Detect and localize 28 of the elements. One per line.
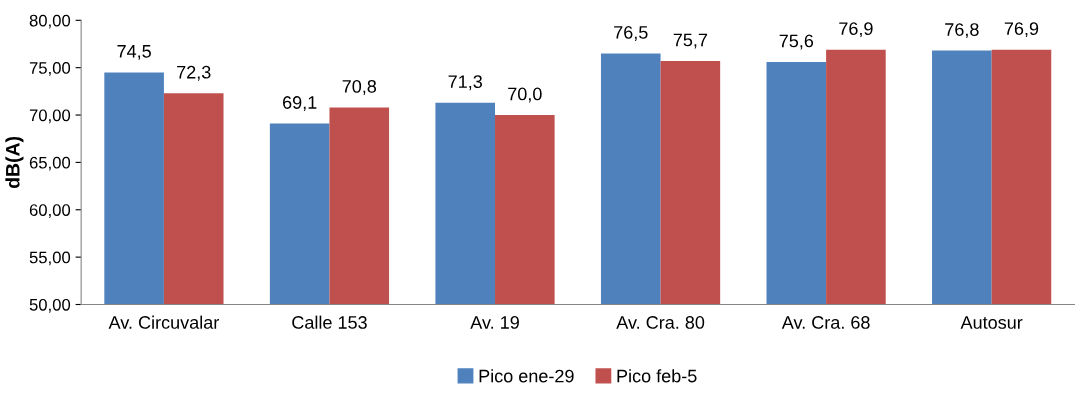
y-tick-label: 50,00 [29,298,71,313]
x-tick-label: Av. Cra. 80 [616,316,705,329]
y-tick-label: 80,00 [29,14,71,29]
y-axis-title: dB(A) [5,136,24,189]
y-tick-label: 75,00 [29,62,71,76]
data-label: 74,5 [117,45,151,60]
x-tick-label: Calle 153 [292,315,367,329]
legend-label: Pico ene-29 [479,369,574,383]
legend-label: Pico feb-5 [617,369,697,383]
y-tick-label: 65,00 [29,156,71,171]
data-label: 76,8 [945,23,979,39]
x-tick-label: Av. Circuvalar [108,315,219,329]
data-label: 76,9 [839,22,873,38]
y-tick-label: 60,00 [29,204,71,218]
x-tick-label: Av. Cra. 68 [781,316,870,329]
data-label: 70,0 [508,87,542,103]
y-tick-label: 55,00 [29,251,71,266]
data-label: 76,9 [1004,22,1039,38]
data-label: 75,6 [779,34,814,50]
y-tick-label: 70,00 [29,109,71,124]
x-tick-label: Av. 19 [470,316,519,329]
x-tick-label: Autosur [960,316,1023,329]
data-label: 70,8 [342,79,377,95]
data-label: 71,3 [448,75,482,91]
data-label: 75,7 [673,33,708,49]
data-label: 72,3 [177,65,211,81]
data-label: 76,5 [614,25,648,41]
data-label: 69,1 [283,96,317,112]
